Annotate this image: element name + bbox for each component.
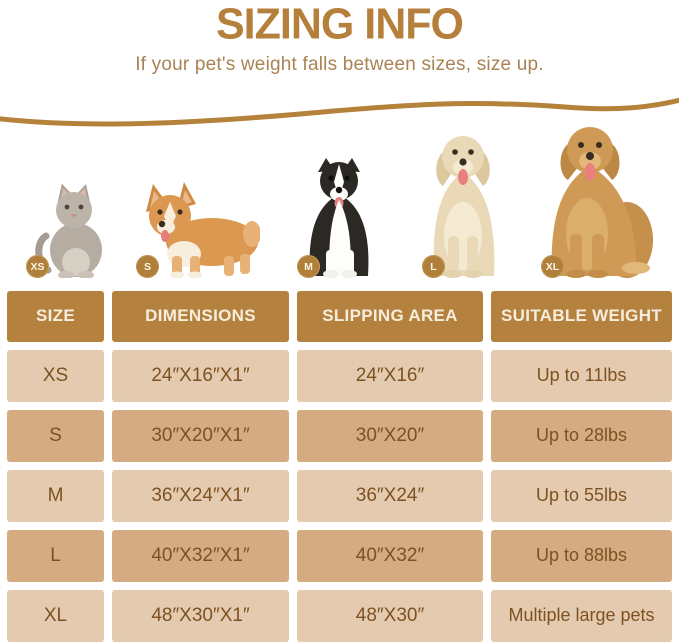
golden-retriever-cream-illustration: [433, 136, 495, 278]
cell-xs-slipping-area: 24″X16″: [297, 350, 483, 402]
size-badge-s: S: [136, 255, 159, 278]
cell-m-suitable-weight: Up to 55lbs: [491, 470, 672, 522]
cell-xl-size: XL: [7, 590, 104, 642]
size-badge-l: L: [422, 255, 445, 278]
cell-xs-dimensions: 24″X16″X1″: [112, 350, 289, 402]
cell-xl-slipping-area: 48″X30″: [297, 590, 483, 642]
pet-figure-xl: XL: [532, 120, 654, 278]
page-title: SIZING INFO: [216, 0, 464, 49]
cell-s-dimensions: 30″X20″X1″: [112, 410, 289, 462]
cell-m-dimensions: 36″X24″X1″: [112, 470, 289, 522]
cell-m-size: M: [7, 470, 104, 522]
size-badge-m: M: [297, 255, 320, 278]
column-header-size: SIZE: [7, 291, 104, 342]
size-badge-xs: XS: [26, 255, 49, 278]
decorative-wave-line: [0, 97, 679, 127]
cell-xl-dimensions: 48″X30″X1″: [112, 590, 289, 642]
cell-l-suitable-weight: Up to 88lbs: [491, 530, 672, 582]
pet-figure-l: L: [418, 128, 508, 278]
page-subtitle: If your pet's weight falls between sizes…: [135, 54, 544, 76]
column-header-dimensions: DIMENSIONS: [112, 291, 289, 342]
cell-xs-size: XS: [7, 350, 104, 402]
cell-s-size: S: [7, 410, 104, 462]
cell-l-size: L: [7, 530, 104, 582]
pet-figure-m: M: [292, 158, 386, 278]
corgi-illustration: [146, 182, 260, 278]
pet-size-illustrations: XS: [0, 100, 679, 280]
pet-figure-s: S: [124, 182, 260, 278]
size-badge-xl: XL: [541, 255, 564, 278]
cell-xs-suitable-weight: Up to 11lbs: [491, 350, 672, 402]
border-collie-illustration: [309, 158, 369, 278]
cell-s-slipping-area: 30″X20″: [297, 410, 483, 462]
column-header-suitable-weight: SUITABLE WEIGHT: [491, 291, 672, 342]
golden-retriever-illustration: [551, 127, 653, 278]
pet-figure-xs: XS: [26, 182, 114, 278]
cell-m-slipping-area: 36″X24″: [297, 470, 483, 522]
page-header: SIZING INFO If your pet's weight falls b…: [0, 0, 679, 76]
column-header-slipping-area: SLIPPING AREA: [297, 291, 483, 342]
cell-l-slipping-area: 40″X32″: [297, 530, 483, 582]
cell-xl-suitable-weight: Multiple large pets: [491, 590, 672, 642]
cat-illustration: [35, 184, 102, 278]
cell-l-dimensions: 40″X32″X1″: [112, 530, 289, 582]
cell-s-suitable-weight: Up to 28lbs: [491, 410, 672, 462]
sizing-table: SIZE DIMENSIONS SLIPPING AREA SUITABLE W…: [7, 291, 672, 642]
